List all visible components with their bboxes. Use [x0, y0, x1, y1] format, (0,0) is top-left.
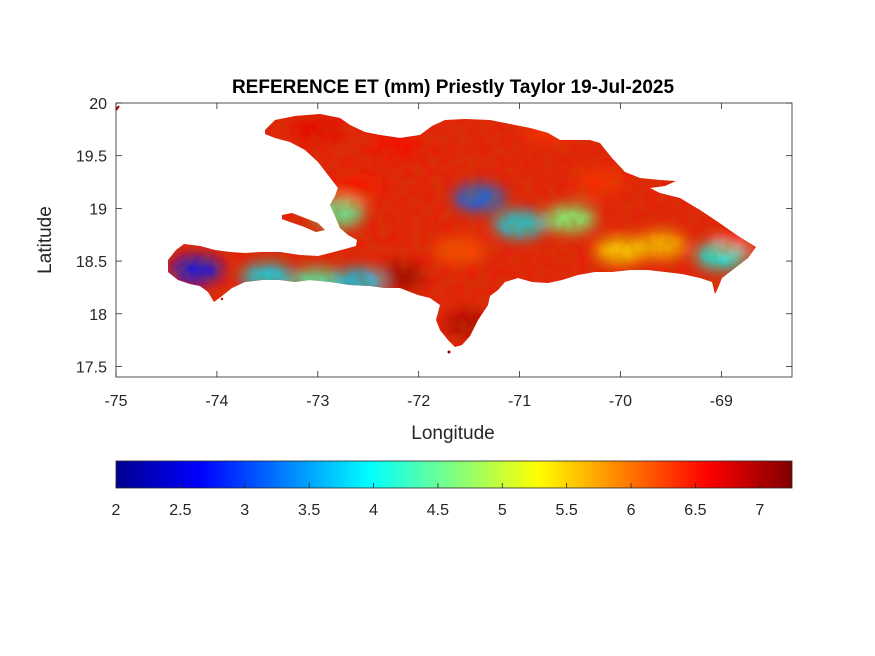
colorbar-tick-label: 6: [627, 502, 636, 519]
y-axis: 17.5 18 18.5 19 19.5 20: [76, 96, 792, 376]
y-tick-label: 20: [89, 96, 107, 113]
colorbar-tick-label: 7: [755, 502, 764, 519]
colorbar: [115, 460, 793, 489]
y-tick-label: 19.5: [76, 149, 107, 166]
chart-title: REFERENCE ET (mm) Priestly Taylor 19-Jul…: [232, 77, 674, 98]
y-axis-label: Latitude: [35, 206, 56, 274]
colorbar-tick-label: 2: [112, 502, 121, 519]
x-tick-label: -71: [508, 393, 531, 410]
islet-marker: [220, 297, 224, 301]
x-axis-label: Longitude: [411, 423, 494, 444]
y-tick-label: 19: [89, 201, 107, 218]
y-tick-label: 18.5: [76, 254, 107, 271]
x-tick-label: -74: [205, 393, 228, 410]
colorbar-tick-label: 4: [369, 502, 378, 519]
x-tick-label: -70: [609, 393, 632, 410]
colorbar-tick-label: 3: [240, 502, 249, 519]
y-tick-label: 17.5: [76, 359, 107, 376]
colorbar-tick-label: 3.5: [298, 502, 320, 519]
x-tick-label: -73: [306, 393, 329, 410]
x-tick-label: -75: [104, 393, 127, 410]
colorbar-tick-label: 5.5: [556, 502, 578, 519]
colorbar-tick-label: 5: [498, 502, 507, 519]
x-axis: -75 -74 -73 -72 -71 -70 -69: [104, 103, 733, 410]
y-tick-label: 18: [89, 307, 107, 324]
x-tick-label: -69: [710, 393, 733, 410]
colorbar-tick-label: 6.5: [684, 502, 706, 519]
colorbar-tick-label: 2.5: [169, 502, 191, 519]
land-edge: [115, 105, 120, 111]
colorbar-ticks: 2 2.5 3 3.5 4 4.5 5 5.5 6 6.5 7: [112, 483, 764, 519]
islet-marker: [447, 350, 451, 354]
x-tick-label: -72: [407, 393, 430, 410]
colorbar-tick-label: 4.5: [427, 502, 449, 519]
